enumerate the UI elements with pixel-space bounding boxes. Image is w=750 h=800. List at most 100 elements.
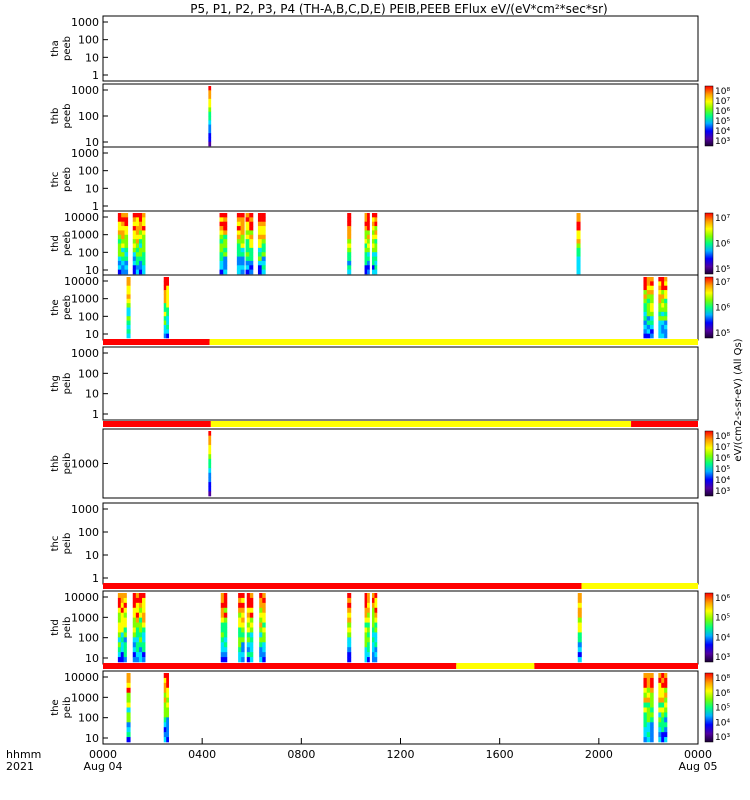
spectrogram-cell — [142, 269, 146, 275]
spectrogram-cell — [643, 707, 648, 713]
panel-frame — [102, 502, 699, 585]
spectrogram-cell — [223, 247, 228, 253]
spectrogram-cell — [223, 252, 228, 257]
spectrogram-cell — [249, 243, 254, 249]
colorbar-tick-label: 10⁶ — [715, 107, 730, 117]
spectrogram-cell — [208, 133, 212, 138]
spectrogram-cell — [142, 642, 146, 648]
spectrogram-cell — [117, 239, 122, 244]
spectrogram-cell — [142, 221, 146, 227]
spectrogram-cell — [142, 657, 146, 663]
spectrogram-cell — [138, 239, 143, 244]
spectrogram-cell — [650, 303, 654, 308]
spectrogram-cell — [117, 657, 122, 663]
spectrogram-cell — [364, 252, 368, 257]
spectrogram-cell — [208, 86, 212, 91]
spectrogram-cell — [121, 265, 125, 270]
spectrogram-cell — [126, 285, 131, 291]
spectrogram-cell — [661, 682, 665, 689]
row-label-product: peib — [62, 453, 73, 475]
spectrogram-cell — [117, 617, 122, 623]
colorbar-tick-label: 10⁶ — [715, 594, 730, 604]
spectrogram-cell — [166, 677, 169, 684]
spectrogram-cell — [208, 477, 212, 483]
spectrogram-cell — [374, 622, 378, 628]
spectrogram-cell — [138, 221, 143, 227]
spectrogram-cell — [650, 320, 654, 326]
spectrogram-cell — [661, 702, 665, 708]
spectrogram-cell — [371, 632, 375, 638]
spectrogram-cell — [371, 617, 375, 623]
spectrogram-cell — [643, 290, 648, 295]
spectrogram-cell — [367, 234, 370, 240]
spectrogram-cell — [371, 230, 375, 236]
spectrogram-cell — [646, 303, 651, 308]
spectrogram-cell — [249, 657, 254, 663]
quality-segment — [631, 421, 698, 427]
spectrogram-cell — [374, 632, 378, 638]
spectrogram-cell — [219, 217, 224, 223]
spectrogram-cell — [249, 221, 254, 227]
spectrogram-cell — [223, 217, 228, 223]
spectrogram-cell — [259, 612, 263, 618]
panel-the-peib: 10000 1000 100 10 the peib 10⁸ 10⁶ 10⁵ 10⁴ 10³ — [50, 663, 730, 745]
spectrogram-cell — [121, 260, 125, 266]
spectrogram-cell — [132, 642, 137, 648]
spectrogram-cell — [223, 642, 228, 648]
spectrogram-cell — [650, 311, 654, 317]
spectrogram-cell — [650, 329, 654, 334]
spectrogram-cell — [577, 607, 582, 614]
spectrogram-cell — [249, 256, 254, 262]
spectrogram-cell — [219, 221, 224, 227]
colorbar-tick-label: 10⁷ — [715, 278, 730, 288]
chart-title: P5, P1, P2, P3, P4 (TH-A,B,C,D,E) PEIB,P… — [190, 2, 607, 16]
spectrogram-cell — [138, 612, 143, 618]
spectrogram-cell — [658, 298, 662, 304]
spectrogram-cell — [249, 617, 254, 623]
spectrogram-cell — [374, 265, 378, 270]
spectrogram-cell — [163, 702, 167, 708]
spectrogram-cell — [126, 298, 131, 304]
spectrogram-cell — [166, 692, 169, 698]
spectrogram-cell — [238, 642, 242, 648]
spectrogram-cell — [364, 602, 368, 609]
x-unit-label: hhmm — [6, 748, 41, 761]
spectrogram-cell — [347, 647, 352, 653]
panel-thd-peib: 10000 1000 100 10 thd peib 10⁶ 10⁵ 10⁴ 10³ — [50, 583, 730, 665]
spectrogram-cell — [135, 226, 140, 231]
spectrogram-cell — [236, 256, 241, 262]
spectrogram-cell — [219, 213, 224, 218]
spectrogram-cell — [367, 607, 370, 614]
spectrogram-cell — [238, 622, 242, 628]
colorbar-tick-label: 10⁸ — [715, 674, 730, 684]
spectrogram-cell — [658, 732, 662, 738]
spectrogram-cell — [262, 632, 266, 638]
colorbar-tick-label: 10³ — [715, 487, 730, 497]
spectrogram-cell — [208, 449, 212, 455]
spectrogram-cell — [117, 265, 122, 270]
spectrogram-cell — [240, 243, 245, 249]
spectrogram-cell — [576, 239, 581, 244]
spectrogram-cell — [117, 226, 122, 231]
spectrogram-cell — [664, 285, 668, 291]
spectrogram-cell — [364, 243, 368, 249]
spectrogram-cell — [208, 491, 212, 497]
spectrogram-cell — [664, 712, 668, 718]
spectrogram-cell — [241, 602, 245, 609]
spectrogram-cell — [658, 281, 662, 287]
panel-frame — [102, 346, 699, 421]
spectrogram-cell — [138, 627, 143, 633]
spectrogram-cell — [219, 243, 224, 249]
panel-thc-peib: 1000 100 10 1 thc peib — [50, 502, 699, 585]
spectrogram-cell — [661, 737, 665, 743]
spectrogram-cell — [220, 602, 225, 609]
colorbar-tick-label: 10³ — [715, 137, 730, 147]
spectrogram-cell — [576, 243, 581, 249]
spectrogram-cell — [121, 252, 125, 257]
spectrogram-cell — [646, 311, 651, 317]
spectrogram-cell — [367, 602, 370, 609]
colorbar — [704, 276, 714, 339]
spectrogram-cell — [138, 637, 143, 643]
